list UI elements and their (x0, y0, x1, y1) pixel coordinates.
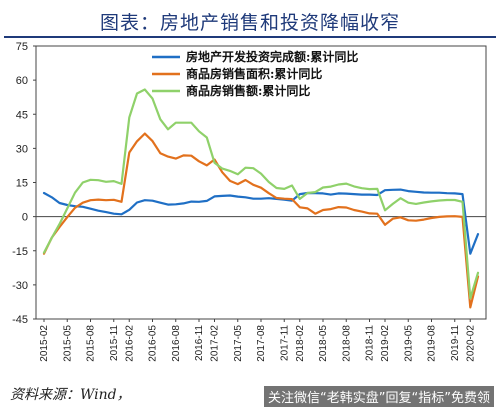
x-tick-label: 2019-08 (427, 325, 438, 362)
y-tick-label: 15 (16, 178, 28, 190)
x-tick-label: 2018-05 (318, 325, 329, 362)
legend-label-1: 商品房销售面积:累计同比 (186, 66, 322, 81)
x-tick-label: 2015-11 (109, 325, 120, 361)
y-tick-label: 30 (16, 143, 28, 155)
x-tick-label: 2019-02 (380, 325, 391, 362)
series-line-0 (42, 188, 480, 255)
y-tick-label: 60 (16, 75, 28, 87)
x-tick-label: 2019-11 (450, 325, 461, 361)
legend-label-0: 房地产开发投资完成额:累计同比 (186, 49, 358, 64)
x-tick-label: 2018-11 (365, 325, 376, 361)
series-line-1 (42, 132, 480, 309)
x-tick-label: 2020-02 (465, 325, 476, 362)
series-line-2 (42, 88, 480, 300)
legend-label-2: 商品房销售额:累计同比 (186, 83, 310, 98)
x-tick-label: 2018-02 (295, 325, 306, 362)
title-rule (4, 36, 496, 38)
x-tick-label: 2016-02 (124, 325, 135, 362)
y-tick-label: -45 (12, 314, 28, 326)
x-tick-label: 2017-05 (233, 325, 244, 362)
y-tick-label: 75 (16, 41, 28, 53)
x-tick-label: 2015-05 (62, 325, 73, 362)
x-tick-label: 2017-02 (210, 325, 221, 362)
y-tick-label: 45 (16, 109, 28, 121)
x-tick-label: 2019-05 (403, 325, 414, 362)
y-tick-label: -30 (12, 280, 28, 292)
x-tick-label: 2017-11 (279, 325, 290, 361)
x-tick-label: 2016-05 (148, 325, 159, 362)
y-tick-label: 0 (22, 212, 28, 224)
source-note: 资料来源：Wind， (10, 387, 131, 403)
x-tick-label: 2016-11 (194, 325, 205, 361)
x-tick-label: 2018-08 (341, 325, 352, 362)
y-tick-label: -15 (12, 246, 28, 258)
x-tick-label: 2015-08 (86, 325, 97, 362)
footer: 资料来源：Wind， 关注微信“老韩实盘”回复“指标”免费领 (4, 381, 496, 411)
x-tick-label: 2016-08 (171, 325, 182, 362)
x-tick-label: 2015-02 (39, 325, 50, 362)
chart-title: 图表：房地产销售和投资降幅收窄 (99, 12, 400, 34)
watermark: 关注微信“老韩实盘”回复“指标”免费领 (264, 386, 494, 407)
chart-area: -45 -30 -15 0 15 30 45 60 75 2015-02 2015-05 2015-0… (12, 41, 487, 362)
x-tick-label: 2017-08 (256, 325, 267, 362)
